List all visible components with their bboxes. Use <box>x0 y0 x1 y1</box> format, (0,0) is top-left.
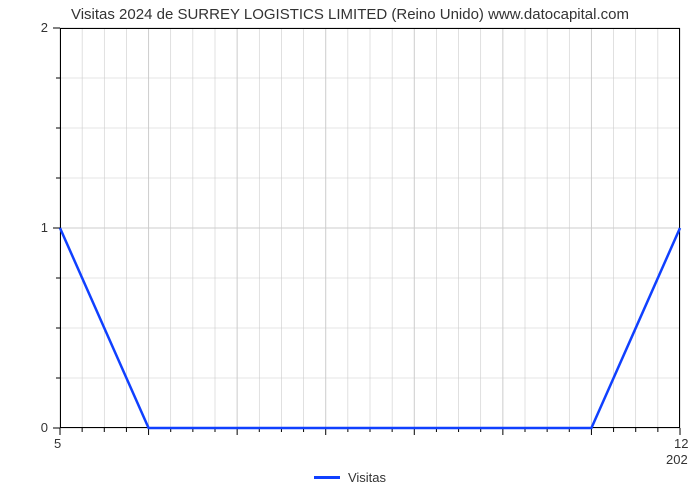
y-tick-label: 2 <box>41 20 48 35</box>
x-secondary-label: 202 <box>666 452 688 467</box>
chart-title: Visitas 2024 de SURREY LOGISTICS LIMITED… <box>0 6 700 23</box>
y-tick-label: 1 <box>41 220 48 235</box>
legend-swatch <box>314 476 340 479</box>
x-tick-label: 12 <box>674 436 688 451</box>
x-tick-label: 5 <box>54 436 61 451</box>
legend-label: Visitas <box>348 470 386 485</box>
legend: Visitas <box>0 470 700 485</box>
chart-plot <box>60 28 680 428</box>
y-tick-label: 0 <box>41 420 48 435</box>
